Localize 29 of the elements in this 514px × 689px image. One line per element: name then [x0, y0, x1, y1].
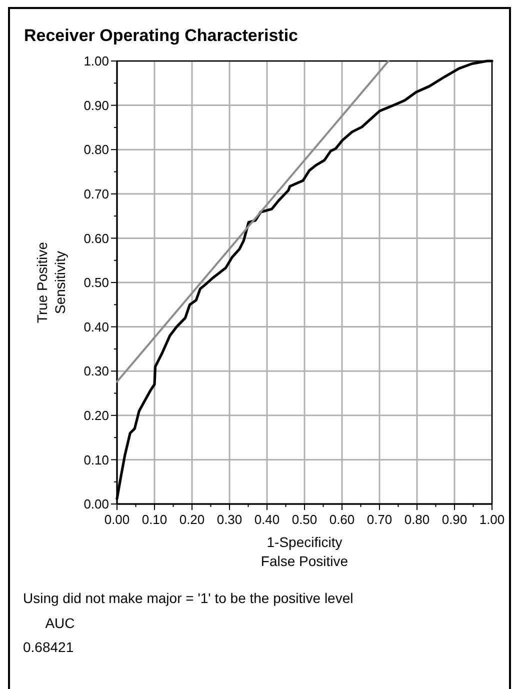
y-tick-label: 0.90 [84, 98, 109, 113]
text: AUC [45, 615, 75, 631]
y-tick-label: 0.20 [84, 408, 109, 423]
y-tick-label: 0.40 [84, 319, 109, 334]
text: 0.68421 [23, 639, 74, 655]
y-tick-label: 0.10 [84, 452, 109, 468]
y-tick-label: 0.70 [84, 186, 109, 202]
x-axis-title: 1-Specificity False Positive [260, 534, 348, 569]
y-tick-label: 0.00 [84, 496, 109, 512]
x-tick-label: 0.40 [254, 512, 280, 527]
text: Using did not make major = '1' to be the positive level [23, 590, 354, 606]
x-tick-label: 0.00 [104, 512, 130, 527]
y-tick-label: 0.80 [84, 142, 109, 158]
x-tick-label: 0.60 [329, 512, 355, 527]
x-tick-label: 1.00 [479, 512, 505, 527]
x-tick-label: 0.50 [292, 512, 318, 527]
x-tick-label: 0.70 [366, 512, 392, 527]
y-tick-label: 1.00 [84, 54, 109, 69]
y-axis-title: True Positive Sensitivity [34, 242, 68, 324]
line-series [116, 60, 494, 500]
y-tick-label: 0.60 [84, 230, 109, 246]
x-tick-label: 0.90 [442, 512, 468, 527]
x-tick-label: 0.20 [179, 512, 205, 527]
chart-title: Receiver Operating Characteristic [24, 26, 298, 45]
y-tick-label: 0.30 [84, 364, 109, 379]
x-tick-label: 0.30 [216, 512, 242, 527]
x-tick-label: 0.80 [404, 512, 430, 527]
x-tick-label: 0.10 [142, 512, 168, 527]
y-tick-label: 0.50 [84, 275, 109, 290]
